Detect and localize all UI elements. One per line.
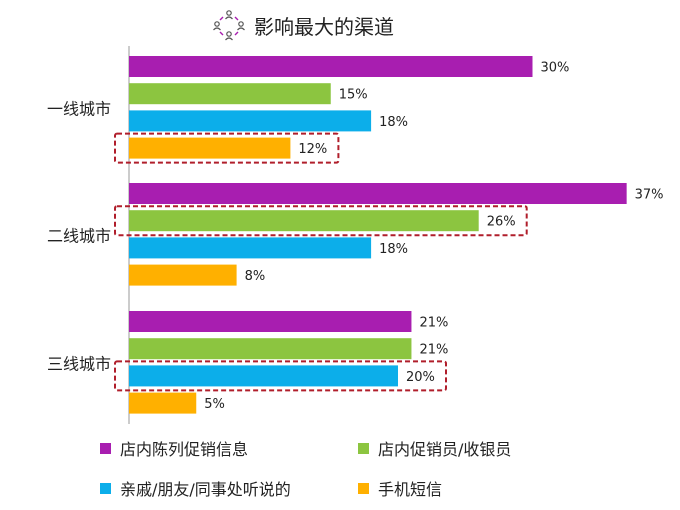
- legend-item: 店内陈列促销信息: [100, 436, 248, 460]
- legend-swatch: [358, 482, 369, 494]
- legend-swatch: [100, 482, 111, 494]
- legend-label: 店内陈列促销信息: [120, 440, 249, 459]
- category-label: 三线城市: [47, 354, 111, 373]
- data-label: 5%: [204, 397, 225, 412]
- data-label: 18%: [379, 242, 408, 257]
- bar: [129, 56, 533, 77]
- bar: [129, 311, 412, 332]
- highlight-box: [114, 205, 528, 237]
- bar: [129, 237, 372, 259]
- category-label: 一线城市: [47, 99, 111, 118]
- highlight-box: [114, 132, 340, 164]
- legend-label: 亲戚/朋友/同事处听说的: [120, 480, 291, 499]
- chart-title-area: 影响最大的渠道: [212, 8, 394, 42]
- data-label: 15%: [339, 88, 368, 103]
- legend-label: 手机短信: [378, 480, 443, 499]
- data-label: 26%: [487, 215, 516, 230]
- data-label: 21%: [419, 316, 448, 331]
- bar: [129, 83, 331, 105]
- bar: [129, 338, 412, 360]
- legend-item: 店内促销员/收银员: [358, 436, 511, 460]
- people-network-icon: [213, 10, 245, 41]
- bar: [129, 183, 627, 204]
- data-label: 8%: [245, 269, 266, 284]
- bar: [129, 392, 197, 414]
- data-label: 18%: [379, 115, 408, 130]
- data-label: 12%: [298, 142, 327, 157]
- data-label: 37%: [635, 188, 664, 203]
- legend-label: 店内促销员/收银员: [378, 440, 512, 459]
- highlight-box: [114, 360, 447, 392]
- chart-legend: 店内陈列促销信息 店内促销员/收银员亲戚/朋友/同事处听说的 手机短信: [100, 432, 660, 508]
- bar-chart: 一线城市 30% 15% 18% 12% 二线城市 37% 26% 18% 8% 三线城市 21% 21…: [47, 46, 664, 424]
- legend-swatch: [358, 442, 369, 454]
- legend-swatch: [100, 442, 111, 454]
- bar: [129, 264, 237, 286]
- chart-title: 影响最大的渠道: [254, 14, 394, 39]
- data-label: 30%: [541, 61, 570, 76]
- category-label: 二线城市: [47, 226, 111, 245]
- data-label: 21%: [419, 343, 448, 358]
- bar: [129, 110, 372, 132]
- bar: [129, 365, 398, 387]
- bar: [129, 210, 479, 232]
- bar: [129, 137, 291, 159]
- data-label: 20%: [406, 370, 435, 385]
- legend-item: 亲戚/朋友/同事处听说的: [100, 476, 291, 500]
- legend-item: 手机短信: [358, 476, 442, 500]
